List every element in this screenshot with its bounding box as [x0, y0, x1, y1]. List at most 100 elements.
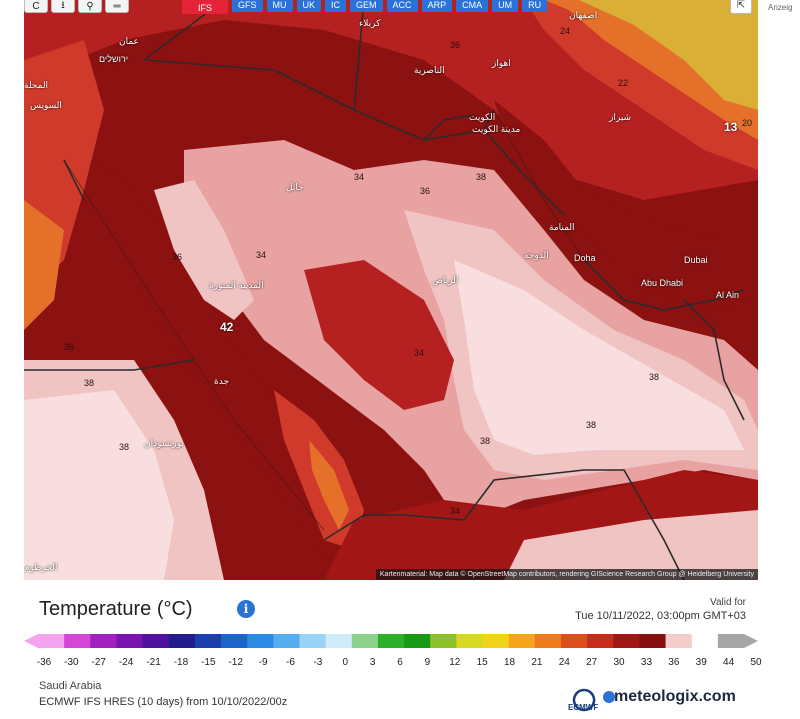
model-tab-ifs[interactable]: IFS [182, 0, 228, 14]
model-tab-gfs[interactable]: GFS [232, 0, 263, 12]
region-name: Saudi Arabia [39, 680, 102, 692]
scale-swatch [587, 634, 614, 648]
download-icon[interactable]: ⭳ [51, 0, 75, 13]
city-label: جدة [214, 376, 230, 386]
model-tab-ru[interactable]: RU [522, 0, 548, 12]
scale-left-arrow [24, 634, 38, 648]
scale-swatch [351, 634, 379, 648]
ruler-icon[interactable]: ═ [105, 0, 129, 13]
city-label: الدوحة [524, 250, 549, 260]
temp-value: 38 [84, 378, 95, 388]
temp-value: 42 [220, 320, 234, 334]
info-icon[interactable]: i [237, 600, 255, 618]
scale-swatch [247, 634, 274, 648]
scale-tick-label: 15 [476, 657, 488, 668]
scale-swatch [404, 634, 431, 648]
scale-tick-label: -21 [146, 657, 161, 668]
scale-tick-label: 33 [640, 657, 653, 668]
scale-swatch [717, 634, 745, 648]
valid-for-label: Valid for [710, 597, 746, 608]
scale-swatch [639, 634, 667, 648]
city-label: عمان [119, 36, 139, 46]
model-tab-arp[interactable]: ARP [421, 0, 453, 12]
scale-swatch [430, 634, 457, 648]
temperature-map[interactable]: C ⭳ ⚲ ═ IFS GFS MU UK IC GEM ACC ARP CMA… [24, 0, 758, 580]
model-tab-ic[interactable]: IC [325, 0, 347, 12]
scale-swatch [613, 634, 640, 648]
scale-swatch [665, 634, 693, 648]
model-tab-um[interactable]: UM [492, 0, 519, 12]
scale-swatch [377, 634, 405, 648]
ecmwf-label: ECMWF [568, 703, 599, 712]
temp-value: 38 [119, 442, 130, 452]
share-icon[interactable]: ⇱ [730, 0, 752, 14]
scale-swatch [534, 634, 562, 648]
city-label: Doha [574, 253, 596, 263]
temp-value: 34 [256, 250, 267, 260]
model-tab-cma[interactable]: CMA [456, 0, 489, 12]
scale-tick-label: 30 [613, 657, 625, 668]
city-label: الخرطوم [24, 562, 58, 572]
scale-tick-label: -9 [258, 657, 268, 668]
brand-name[interactable]: meteologix.com [614, 688, 736, 705]
model-tab-gem[interactable]: GEM [350, 0, 383, 12]
city-label: اصفهان [569, 10, 598, 20]
city-label: المدينة المنورة [209, 280, 264, 290]
scale-tick-label: 9 [424, 657, 431, 668]
ecmwf-logo-icon [572, 688, 596, 712]
scale-tick-label: 6 [397, 657, 403, 668]
temp-value: 13 [724, 120, 738, 134]
map-attribution: Kartenmaterial: Map data © OpenStreetMap… [375, 569, 758, 580]
scale-swatch [116, 634, 144, 648]
ad-label: Anzeig [768, 3, 793, 12]
city-label: ירושלים [99, 54, 129, 64]
city-label: الرياض [432, 275, 459, 285]
scale-tick-label: 0 [342, 657, 348, 668]
scale-tick-label: 39 [695, 657, 707, 668]
reload-icon[interactable]: C [24, 0, 48, 13]
scale-swatch [38, 634, 65, 648]
temp-value: 36 [172, 252, 183, 262]
model-run-info: ECMWF IFS HRES (10 days) from 10/10/2022… [39, 696, 288, 708]
model-tab-acc[interactable]: ACC [386, 0, 418, 12]
temp-value: 22 [618, 78, 629, 88]
scale-swatch [194, 634, 222, 648]
map-toolbar: C ⭳ ⚲ ═ [24, 0, 129, 14]
scale-swatch [482, 634, 510, 648]
city-label: Abu Dhabi [641, 278, 684, 288]
scale-swatch [456, 634, 484, 648]
scale-swatch [508, 634, 536, 648]
scale-swatch [560, 634, 588, 648]
scale-tick-label: 21 [531, 657, 543, 668]
map-canvas[interactable] [24, 0, 758, 580]
model-tab-mu[interactable]: MU [266, 0, 293, 12]
temp-value: 38 [476, 172, 487, 182]
temp-value: 38 [649, 372, 660, 382]
scale-tick-label: 27 [586, 657, 598, 668]
valid-date: Tue 10/11/2022, 03:00pm GMT+03 [575, 610, 746, 622]
model-tabs: IFS GFS MU UK IC GEM ACC ARP CMA UM RU [182, 0, 548, 14]
color-scale-bar [24, 634, 758, 648]
scale-tick-label: -3 [313, 657, 323, 668]
city-label: السويس [30, 100, 62, 110]
city-label: المنامة [549, 222, 575, 232]
temp-value: 34 [450, 506, 461, 516]
scale-swatch [691, 634, 719, 648]
scale-tick-label: 3 [369, 657, 376, 668]
scale-swatch [299, 634, 327, 648]
city-label: الناصرية [414, 65, 445, 75]
zoom-icon[interactable]: ⚲ [78, 0, 102, 13]
scale-swatch [221, 634, 248, 648]
temp-value: 34 [354, 172, 365, 182]
scale-tick-label: -18 [173, 657, 189, 668]
city-label: مدينة الكويت [472, 124, 521, 134]
scale-swatch [142, 634, 170, 648]
meteologix-logo-icon [603, 691, 615, 703]
scale-tick-label: 12 [449, 657, 461, 668]
scale-swatch [168, 634, 196, 648]
model-tab-uk[interactable]: UK [296, 0, 322, 12]
temp-value: 36 [64, 342, 75, 352]
scale-swatch [64, 634, 91, 648]
scale-swatch [273, 634, 300, 648]
